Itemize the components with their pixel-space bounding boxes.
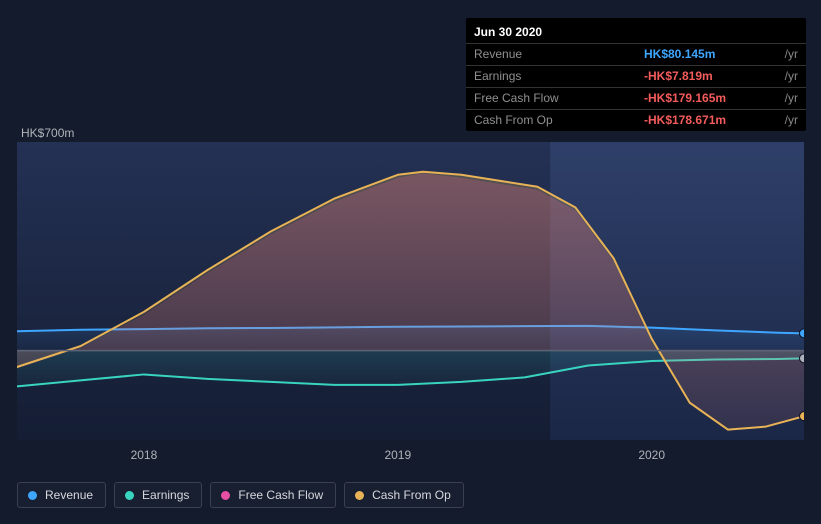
y-tick-label: HK$700m (21, 126, 74, 140)
cashop-dot-icon (355, 491, 364, 500)
legend-item-cashop[interactable]: Cash From Op (344, 482, 464, 508)
x-tick-label: 2019 (384, 448, 411, 462)
fcf-dot-icon (221, 491, 230, 500)
tooltip-value: -HK$178.671m (636, 110, 785, 132)
legend-item-revenue[interactable]: Revenue (17, 482, 106, 508)
tooltip-metric: Free Cash Flow (466, 88, 636, 110)
legend-item-fcf[interactable]: Free Cash Flow (210, 482, 336, 508)
tooltip-table: RevenueHK$80.145m/yrEarnings-HK$7.819m/y… (466, 43, 806, 131)
tooltip-metric: Cash From Op (466, 110, 636, 132)
x-tick-label: 2020 (638, 448, 665, 462)
tooltip-suffix: /yr (785, 44, 806, 66)
tooltip-value: -HK$179.165m (636, 88, 785, 110)
legend-label: Revenue (45, 488, 93, 502)
tooltip-suffix: /yr (785, 110, 806, 132)
data-tooltip: Jun 30 2020 RevenueHK$80.145m/yrEarnings… (466, 18, 806, 131)
x-tick-label: 2018 (131, 448, 158, 462)
tooltip-row: RevenueHK$80.145m/yr (466, 44, 806, 66)
tooltip-metric: Earnings (466, 66, 636, 88)
chart-container: Jun 30 2020 RevenueHK$80.145m/yrEarnings… (0, 0, 821, 524)
legend-label: Free Cash Flow (238, 488, 323, 502)
tooltip-date: Jun 30 2020 (466, 22, 806, 43)
tooltip-row: Cash From Op-HK$178.671m/yr (466, 110, 806, 132)
legend-label: Earnings (142, 488, 189, 502)
tooltip-suffix: /yr (785, 88, 806, 110)
legend-label: Cash From Op (372, 488, 451, 502)
tooltip-row: Earnings-HK$7.819m/yr (466, 66, 806, 88)
legend: Revenue Earnings Free Cash Flow Cash From O… (17, 482, 464, 508)
tooltip-row: Free Cash Flow-HK$179.165m/yr (466, 88, 806, 110)
tooltip-metric: Revenue (466, 44, 636, 66)
tooltip-value: -HK$7.819m (636, 66, 785, 88)
financials-area-chart (17, 142, 804, 440)
revenue-dot-icon (28, 491, 37, 500)
legend-item-earnings[interactable]: Earnings (114, 482, 202, 508)
tooltip-value: HK$80.145m (636, 44, 785, 66)
earnings-dot-icon (125, 491, 134, 500)
tooltip-suffix: /yr (785, 66, 806, 88)
